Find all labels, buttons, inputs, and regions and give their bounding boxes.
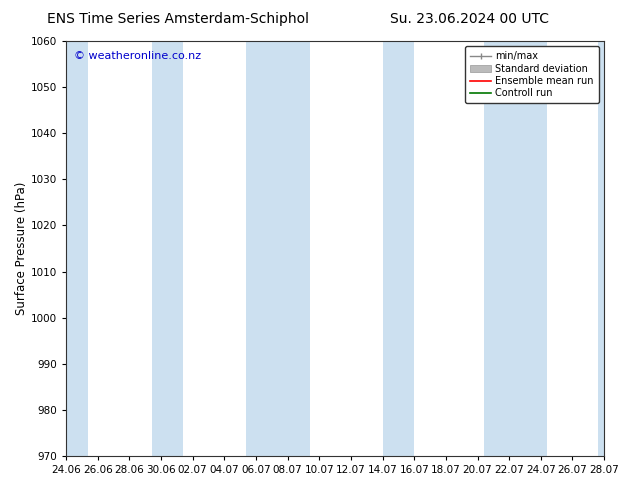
Bar xyxy=(515,41,547,456)
Bar xyxy=(247,41,278,456)
Text: ENS Time Series Amsterdam-Schiphol: ENS Time Series Amsterdam-Schiphol xyxy=(46,12,309,26)
Legend: min/max, Standard deviation, Ensemble mean run, Controll run: min/max, Standard deviation, Ensemble me… xyxy=(465,47,598,103)
Bar xyxy=(484,41,515,456)
Bar xyxy=(382,41,414,456)
Text: © weatheronline.co.nz: © weatheronline.co.nz xyxy=(74,51,201,61)
Bar xyxy=(278,41,310,456)
Bar xyxy=(598,41,620,456)
Y-axis label: Surface Pressure (hPa): Surface Pressure (hPa) xyxy=(15,182,28,315)
Bar xyxy=(56,41,88,456)
Bar xyxy=(152,41,183,456)
Text: Su. 23.06.2024 00 UTC: Su. 23.06.2024 00 UTC xyxy=(390,12,548,26)
